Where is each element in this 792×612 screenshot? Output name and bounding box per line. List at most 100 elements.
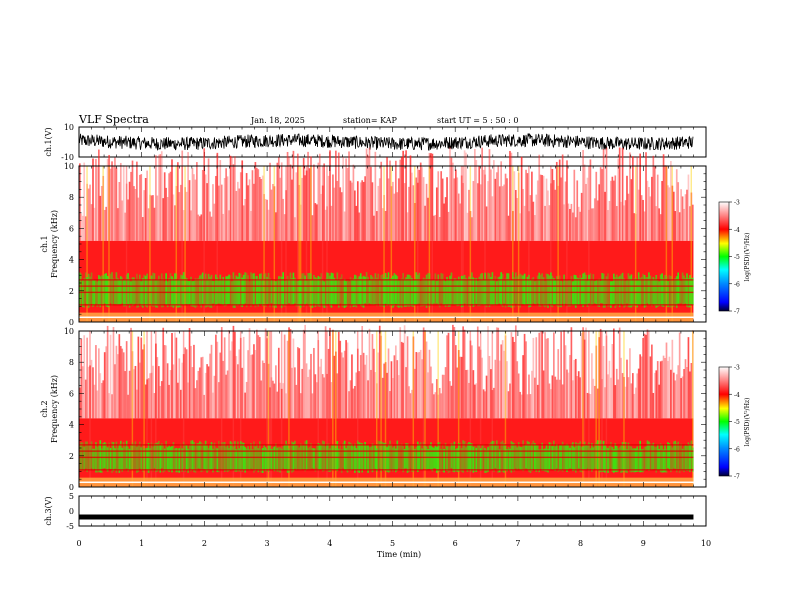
spectrogram-column <box>574 217 577 241</box>
spectrogram-green-column <box>422 441 425 469</box>
spectrogram-column <box>159 386 162 419</box>
spectrogram-column <box>384 362 387 419</box>
spectrogram-column <box>576 180 579 241</box>
spectrogram-column <box>475 383 478 419</box>
spectrogram-column <box>637 189 640 241</box>
spectrogram-column <box>465 370 467 419</box>
spectrogram-column <box>630 179 633 241</box>
spectrogram-impulse <box>583 331 586 487</box>
spectrogram-column <box>356 181 359 241</box>
spectrogram-green-column <box>264 273 267 308</box>
spectrogram-green-column <box>624 280 627 307</box>
spectrogram-column <box>370 166 372 241</box>
spectrogram-column <box>411 172 413 241</box>
spectrogram-column <box>333 355 336 419</box>
spectrogram-green-column <box>583 441 586 470</box>
spectrogram-green-column <box>395 274 397 304</box>
spectrogram-column <box>144 384 147 419</box>
colorbar-tick-label: -5 <box>734 254 740 261</box>
spectrogram-column <box>640 195 643 241</box>
spectrogram-column <box>443 374 445 419</box>
spectrogram-green-column <box>336 272 339 306</box>
spectrogram-column <box>367 380 369 419</box>
spectrogram-column <box>456 177 459 241</box>
spectrogram-column <box>604 191 606 241</box>
spectrogram-green-column <box>245 448 248 471</box>
spectrogram-impulse <box>203 166 205 322</box>
spectrogram-green-column <box>390 277 393 305</box>
spectrogram-green-column <box>671 447 674 471</box>
spectrogram-green-column <box>197 277 200 304</box>
spectrogram-green-column <box>611 281 614 306</box>
spectrogram-green-column <box>343 440 346 470</box>
spectrogram-column <box>539 174 542 241</box>
spectrogram-impulse <box>424 331 426 487</box>
spectrogram-column <box>466 369 469 419</box>
spectrogram-green-column <box>560 280 562 308</box>
spectrogram-column <box>444 367 447 419</box>
spectrogram-column <box>419 349 422 419</box>
spectrogram-green-column <box>598 445 601 473</box>
spectrogram-green-column <box>92 448 94 471</box>
spectrogram-column <box>307 151 309 241</box>
spectrogram-column <box>503 350 505 419</box>
spectrogram-green-column <box>512 272 514 304</box>
spectrogram-green-column <box>191 281 194 307</box>
spectrogram-column <box>541 331 543 419</box>
spectrogram-column <box>441 374 444 419</box>
spectrogram-green-column <box>539 448 542 469</box>
spectrogram-column <box>127 394 129 419</box>
spectrogram-green-column <box>144 275 147 307</box>
spectrogram-impulse <box>390 166 393 322</box>
spectrogram-column <box>659 361 662 419</box>
spectrogram-green-column <box>194 278 197 308</box>
spectrogram-column <box>137 197 140 241</box>
spectrogram-column <box>256 167 258 241</box>
spectrogram-impulse <box>595 331 597 487</box>
spectrogram-column <box>630 383 633 419</box>
spectrogram-column <box>488 149 491 241</box>
spectrogram-column <box>349 180 352 241</box>
spectrogram-column <box>629 348 631 419</box>
spectrogram-column <box>632 156 634 241</box>
spectrogram-column <box>301 177 304 241</box>
spectrogram-green-column <box>387 444 390 473</box>
spectrogram-column <box>316 382 318 419</box>
spectrogram-column <box>378 325 381 419</box>
spectrogram-column <box>219 352 222 419</box>
spectrogram-green-column <box>538 272 541 307</box>
spectrogram-impulse <box>317 331 319 487</box>
spectrogram-column <box>377 352 380 419</box>
spectrogram-green-column <box>645 446 647 470</box>
spectrogram-green-column <box>103 442 106 469</box>
spectrogram-green-column <box>500 441 503 471</box>
spectrogram-column <box>542 175 545 241</box>
time-tick-label: 7 <box>515 539 520 548</box>
spectrogram-green-column <box>593 443 596 469</box>
spectrogram-green-column <box>346 280 349 306</box>
spectrogram-column <box>520 156 523 241</box>
spectrogram-green-column <box>245 272 248 308</box>
spectrogram-column <box>117 208 119 241</box>
spectrogram-green-column <box>367 276 369 305</box>
spectrogram-column <box>302 329 305 419</box>
spectrogram-green-column <box>406 443 409 473</box>
spectrogram-green-column <box>231 281 233 306</box>
spectrogram-green-column <box>359 442 362 470</box>
spectrogram-column <box>220 327 223 419</box>
start-time-label: start UT = 5 : 50 : 0 <box>437 116 518 125</box>
spectrogram-green-column <box>296 280 299 306</box>
spectrogram-green-column <box>536 275 539 304</box>
spectrogram-green-column <box>121 277 124 304</box>
spectrogram-green-column <box>310 443 312 470</box>
spectrogram-column <box>634 387 637 419</box>
spectrogram-column <box>235 190 238 241</box>
spectrogram-column <box>605 147 608 241</box>
spectrogram-column <box>146 379 148 419</box>
spectrogram-green-column <box>434 273 437 305</box>
spectrogram-column <box>634 213 637 241</box>
spectrogram-green-column <box>493 280 495 306</box>
spectrogram-green-column <box>500 272 503 306</box>
spectrogram-column <box>533 215 536 241</box>
spectrogram-green-column <box>155 280 157 308</box>
